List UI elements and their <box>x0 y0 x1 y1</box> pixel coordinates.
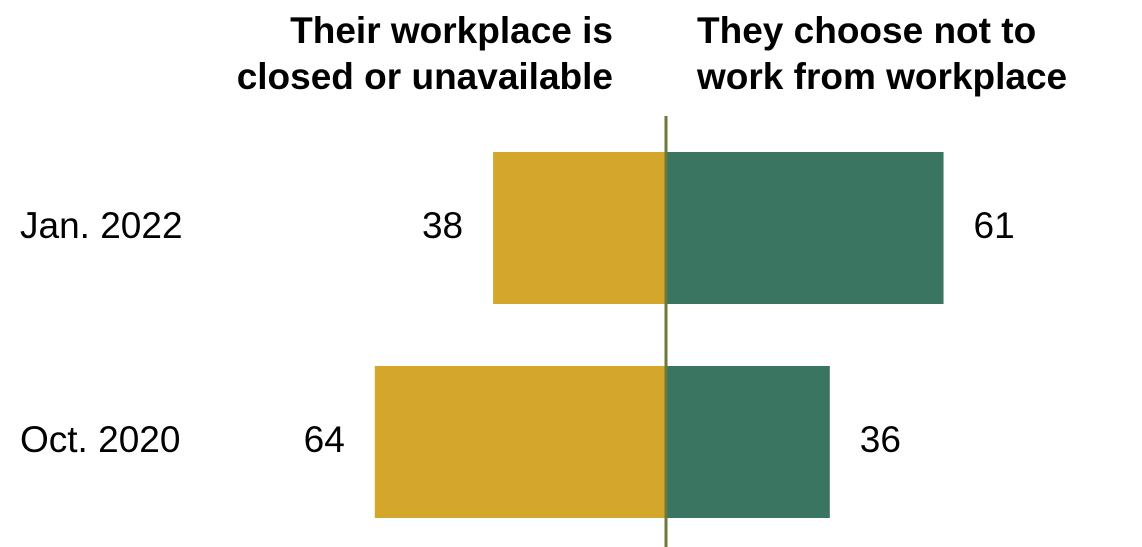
category-label-oct-2020: Oct. 2020 <box>20 419 180 460</box>
series-header-right-line-1: They choose not to <box>697 10 1037 51</box>
bar-right-oct-2020 <box>666 366 830 518</box>
category-label-jan-2022: Jan. 2022 <box>20 205 183 246</box>
bar-left-oct-2020 <box>374 366 666 518</box>
value-label-right-oct-2020: 36 <box>860 419 901 460</box>
series-header-right: They choose not to work from workplace <box>697 8 1067 100</box>
value-label-left-jan-2022: 38 <box>422 205 463 246</box>
value-label-left-oct-2020: 64 <box>304 419 345 460</box>
value-label-right-jan-2022: 61 <box>974 205 1015 246</box>
series-header-left-line-2: closed or unavailable <box>236 56 613 97</box>
bar-right-jan-2022 <box>666 152 944 304</box>
bar-left-jan-2022 <box>493 152 666 304</box>
series-header-left: Their workplace is closed or unavailable <box>237 8 613 100</box>
series-header-left-line-1: Their workplace is <box>290 10 613 51</box>
series-header-right-line-2: work from workplace <box>697 56 1068 97</box>
